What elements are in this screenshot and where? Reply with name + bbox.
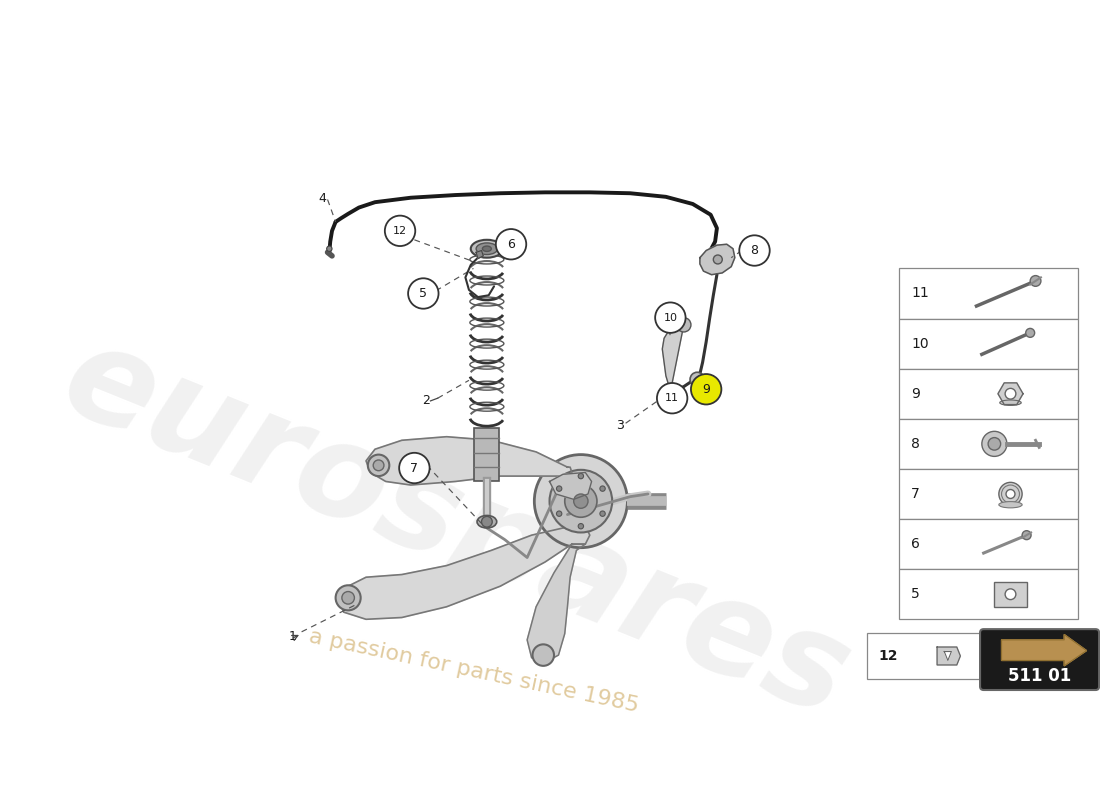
Circle shape xyxy=(1025,328,1035,338)
Bar xyxy=(899,418,1078,469)
Circle shape xyxy=(336,586,361,610)
Bar xyxy=(899,369,1078,418)
Text: 2: 2 xyxy=(422,394,430,407)
Circle shape xyxy=(690,372,704,386)
Circle shape xyxy=(739,235,770,266)
Bar xyxy=(994,582,1026,606)
Circle shape xyxy=(399,453,430,483)
Polygon shape xyxy=(527,544,585,662)
Text: 8: 8 xyxy=(750,244,759,257)
Circle shape xyxy=(664,387,676,400)
Circle shape xyxy=(982,431,1007,456)
Text: a passion for parts since 1985: a passion for parts since 1985 xyxy=(307,626,640,716)
Circle shape xyxy=(1006,490,1015,498)
Circle shape xyxy=(496,229,526,259)
Polygon shape xyxy=(476,250,483,258)
Polygon shape xyxy=(937,647,960,665)
Ellipse shape xyxy=(477,515,497,528)
Circle shape xyxy=(1005,589,1016,600)
Text: 12: 12 xyxy=(393,226,407,236)
Bar xyxy=(867,633,983,679)
Circle shape xyxy=(1022,530,1031,540)
Ellipse shape xyxy=(1000,400,1021,406)
Text: 11: 11 xyxy=(666,394,679,403)
Bar xyxy=(899,469,1078,519)
Circle shape xyxy=(600,486,605,491)
Circle shape xyxy=(482,516,492,527)
Bar xyxy=(474,428,499,482)
Polygon shape xyxy=(366,437,572,485)
Text: 5: 5 xyxy=(419,287,427,300)
Bar xyxy=(899,318,1078,369)
Polygon shape xyxy=(339,526,590,619)
Circle shape xyxy=(999,482,1022,506)
Polygon shape xyxy=(662,325,684,392)
Circle shape xyxy=(600,511,605,516)
Text: 3: 3 xyxy=(616,418,624,431)
Circle shape xyxy=(579,474,583,478)
Ellipse shape xyxy=(999,502,1022,508)
Circle shape xyxy=(988,438,1001,450)
Bar xyxy=(899,519,1078,569)
Bar xyxy=(899,569,1078,619)
Polygon shape xyxy=(944,651,952,661)
Circle shape xyxy=(1005,388,1016,399)
Bar xyxy=(899,269,1078,318)
Circle shape xyxy=(342,591,354,604)
Text: 10: 10 xyxy=(911,337,928,350)
Circle shape xyxy=(656,302,685,333)
Text: 10: 10 xyxy=(663,313,678,322)
Text: 9: 9 xyxy=(702,382,711,396)
Polygon shape xyxy=(550,473,592,499)
Circle shape xyxy=(713,255,723,264)
Text: 11: 11 xyxy=(911,286,928,301)
Text: 7: 7 xyxy=(410,462,418,474)
Circle shape xyxy=(579,523,583,529)
Circle shape xyxy=(691,374,722,405)
Text: 9: 9 xyxy=(911,386,920,401)
Circle shape xyxy=(327,246,332,251)
Circle shape xyxy=(557,486,562,491)
Circle shape xyxy=(1031,275,1041,286)
Circle shape xyxy=(535,454,627,548)
Circle shape xyxy=(385,216,416,246)
Ellipse shape xyxy=(476,243,497,254)
Circle shape xyxy=(550,470,613,533)
Ellipse shape xyxy=(471,240,503,258)
Text: 4: 4 xyxy=(318,192,326,205)
Text: 8: 8 xyxy=(911,437,920,451)
Text: 6: 6 xyxy=(507,238,515,250)
Circle shape xyxy=(408,278,439,309)
Circle shape xyxy=(676,318,691,332)
Ellipse shape xyxy=(483,246,492,251)
Text: 511 01: 511 01 xyxy=(1008,666,1071,685)
Polygon shape xyxy=(1001,634,1087,666)
Circle shape xyxy=(373,460,384,470)
Circle shape xyxy=(564,485,597,518)
Text: 12: 12 xyxy=(878,649,898,663)
Text: 6: 6 xyxy=(911,537,920,551)
Text: 5: 5 xyxy=(911,587,920,602)
Circle shape xyxy=(574,494,589,508)
Text: 7: 7 xyxy=(911,487,920,501)
Circle shape xyxy=(663,385,678,399)
Circle shape xyxy=(532,644,554,666)
FancyBboxPatch shape xyxy=(980,629,1099,690)
Text: 1: 1 xyxy=(288,630,297,643)
Circle shape xyxy=(367,454,389,476)
Polygon shape xyxy=(700,244,735,274)
Circle shape xyxy=(657,383,688,414)
Polygon shape xyxy=(998,383,1023,405)
Text: eurospares: eurospares xyxy=(45,313,867,743)
Circle shape xyxy=(557,511,562,516)
